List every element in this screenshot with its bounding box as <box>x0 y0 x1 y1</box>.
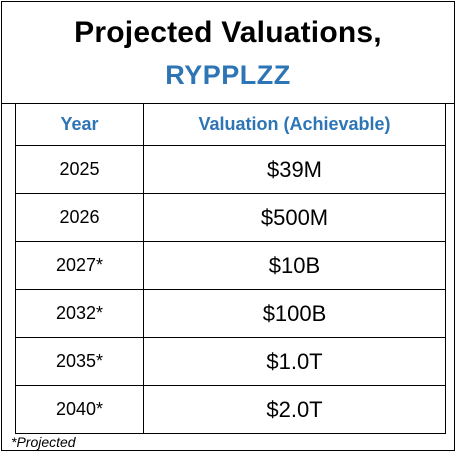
page-title: Projected Valuations, <box>74 16 382 49</box>
company-name: RYPPLZZ <box>165 60 291 90</box>
year-cell: 2025 <box>15 145 144 194</box>
valuation-cell: $500M <box>143 193 446 242</box>
valuation-cell: $39M <box>143 145 446 194</box>
year-cell: 2035* <box>15 337 144 386</box>
table-row: 2025 $39M <box>15 145 446 194</box>
year-cell: 2040* <box>15 385 144 434</box>
header-year: Year <box>15 103 144 146</box>
valuation-table: Year Valuation (Achievable) 2025 $39M 20… <box>15 103 446 434</box>
table-row: 2032* $100B <box>15 289 446 338</box>
header-valuation: Valuation (Achievable) <box>143 103 446 146</box>
table-row: 2026 $500M <box>15 193 446 242</box>
year-cell: 2032* <box>15 289 144 338</box>
table-header-row: Year Valuation (Achievable) <box>15 103 446 146</box>
valuation-table-wrapper: Year Valuation (Achievable) 2025 $39M 20… <box>15 103 446 434</box>
title-box: Projected Valuations, RYPPLZZ <box>2 2 454 104</box>
table-row: 2040* $2.0T <box>15 385 446 434</box>
year-cell: 2027* <box>15 241 144 290</box>
valuation-cell: $100B <box>143 289 446 338</box>
year-cell: 2026 <box>15 193 144 242</box>
table-row: 2035* $1.0T <box>15 337 446 386</box>
valuation-cell: $10B <box>143 241 446 290</box>
table-row: 2027* $10B <box>15 241 446 290</box>
footnote: *Projected <box>11 434 76 450</box>
valuation-cell: $1.0T <box>143 337 446 386</box>
valuation-cell: $2.0T <box>143 385 446 434</box>
